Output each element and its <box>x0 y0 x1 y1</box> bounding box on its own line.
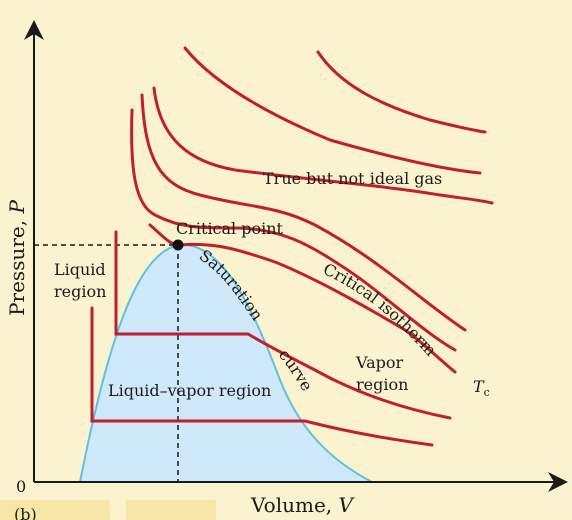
isotherm-high <box>183 46 482 175</box>
critical-point-label: Critical point <box>176 219 284 238</box>
liquid-region-label-2: region <box>54 282 106 301</box>
panel-caption-box <box>126 500 216 520</box>
isotherm-lower-middle <box>130 108 457 352</box>
critical-isotherm-label: Critical isotherm <box>320 259 440 359</box>
vapor-region-label-1: Vapor <box>355 353 404 372</box>
isotherm-middle <box>140 93 467 332</box>
vapor-region-label-2: region <box>356 375 408 394</box>
critical-point-marker <box>172 239 184 251</box>
isotherm-highest <box>316 50 487 134</box>
isotherm-upper-middle <box>152 86 494 205</box>
isotherm-lowest <box>90 306 434 447</box>
true-gas-label: True but not ideal gas <box>263 169 442 188</box>
origin-label: 0 <box>16 477 26 496</box>
x-axis-title: Volume, V <box>250 493 355 517</box>
liquid-region-label-1: Liquid <box>54 260 106 279</box>
tc-label: Tc <box>473 377 490 399</box>
isotherm-tc-lower <box>114 230 452 420</box>
y-axis-title: Pressure, P <box>5 200 29 316</box>
panel-label: (b) <box>14 505 37 520</box>
liquid-vapor-label: Liquid–vapor region <box>108 381 271 400</box>
panel-label-box <box>0 500 110 520</box>
saturation-dome <box>78 243 373 483</box>
